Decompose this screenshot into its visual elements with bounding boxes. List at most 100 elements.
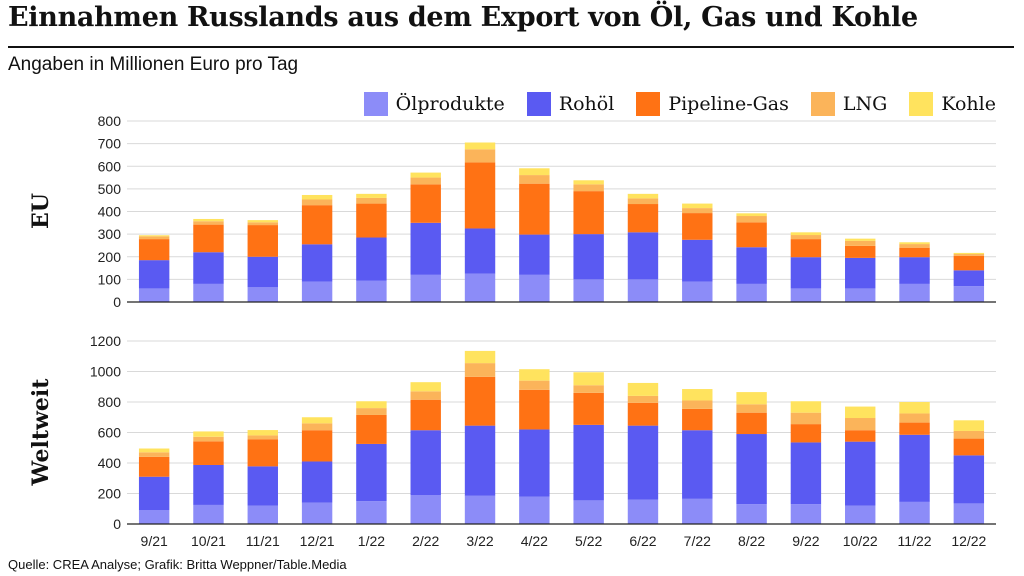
x-tick-label-12: 9/22 — [792, 533, 819, 549]
eu-y-tick-label-2: 200 — [98, 249, 122, 265]
eu-y-tick-label-7: 700 — [98, 136, 122, 152]
eu-bar-pipeline-gas-2 — [247, 225, 278, 257]
weltweit-bar-oelprodukte-5 — [410, 495, 441, 524]
eu-bar-pipeline-gas-4 — [356, 203, 387, 238]
weltweit-bar-pipeline-gas-3 — [301, 430, 333, 462]
weltweit-bar-rohoel-0 — [138, 476, 170, 511]
weltweit-bar-rohoel-4 — [356, 443, 387, 502]
eu-bar-kohle-1 — [193, 218, 224, 222]
legend-item-lng: LNG — [810, 92, 887, 116]
weltweit-bar-oelprodukte-4 — [356, 501, 387, 524]
weltweit-bar-oelprodukte-13 — [845, 505, 876, 524]
eu-bar-pipeline-gas-15 — [953, 255, 985, 271]
x-tick-label-2: 11/21 — [246, 533, 280, 549]
eu-bar-lng-11 — [736, 216, 767, 223]
legend-swatch-pipeline-gas — [636, 92, 661, 116]
weltweit-bar-pipeline-gas-4 — [356, 414, 387, 444]
eu-bar-kohle-14 — [899, 242, 930, 245]
title-rule — [8, 46, 1014, 48]
weltweit-bar-pipeline-gas-2 — [247, 439, 278, 467]
weltweit-bar-kohle-6 — [464, 350, 496, 364]
weltweit-bar-kohle-3 — [301, 417, 333, 424]
eu-panel-label: EU — [28, 193, 54, 229]
eu-bar-oelprodukte-11 — [736, 283, 767, 302]
weltweit-bar-rohoel-14 — [899, 434, 930, 502]
weltweit-bar-oelprodukte-8 — [573, 500, 604, 524]
x-tick-label-9: 6/22 — [629, 533, 656, 549]
weltweit-bar-lng-5 — [410, 391, 441, 400]
weltweit-bar-kohle-8 — [573, 372, 604, 386]
eu-bar-oelprodukte-9 — [627, 279, 659, 302]
eu-bar-oelprodukte-10 — [682, 281, 713, 302]
x-tick-label-0: 9/21 — [141, 533, 168, 549]
eu-bar-lng-8 — [573, 184, 604, 192]
eu-bar-kohle-0 — [138, 235, 170, 237]
weltweit-bar-lng-2 — [247, 435, 278, 440]
weltweit-bar-pipeline-gas-8 — [573, 392, 604, 425]
weltweit-bar-rohoel-12 — [790, 442, 822, 505]
source-note: Quelle: CREA Analyse; Grafik: Britta Wep… — [8, 557, 347, 572]
weltweit-bar-oelprodukte-14 — [899, 501, 930, 524]
weltweit-bar-pipeline-gas-1 — [193, 441, 224, 465]
x-tick-label-11: 8/22 — [738, 533, 765, 549]
eu-bar-oelprodukte-6 — [464, 273, 496, 302]
eu-bar-rohoel-2 — [247, 256, 278, 288]
legend-item-rohoel: Rohöl — [526, 92, 614, 116]
weltweit-bar-lng-4 — [356, 408, 387, 415]
eu-bar-kohle-15 — [953, 252, 985, 255]
weltweit-bar-kohle-15 — [953, 420, 985, 431]
weltweit-bar-lng-7 — [519, 380, 550, 390]
legend-item-oelprodukte: Ölprodukte — [363, 92, 505, 116]
eu-bar-pipeline-gas-7 — [519, 183, 550, 235]
weltweit-y-tick-label-3: 600 — [98, 425, 122, 441]
eu-bar-oelprodukte-14 — [899, 283, 930, 302]
eu-bar-lng-13 — [845, 240, 876, 246]
x-tick-label-13: 10/22 — [843, 533, 878, 549]
weltweit-y-tick-label-2: 400 — [98, 455, 122, 471]
weltweit-y-tick-label-4: 800 — [98, 394, 122, 410]
legend: Ölprodukte Rohöl Pipeline-Gas LNG Kohle — [363, 92, 996, 116]
legend-label-oelprodukte: Ölprodukte — [395, 93, 505, 115]
weltweit-bar-oelprodukte-7 — [519, 496, 550, 524]
weltweit-y-tick-label-6: 1200 — [90, 333, 121, 349]
weltweit-bar-kohle-2 — [247, 430, 278, 436]
eu-y-tick-label-5: 500 — [98, 181, 122, 197]
eu-bar-kohle-13 — [845, 238, 876, 241]
eu-bar-oelprodukte-3 — [301, 281, 333, 302]
x-tick-label-5: 2/22 — [412, 533, 439, 549]
weltweit-bar-pipeline-gas-0 — [138, 456, 170, 477]
eu-bar-pipeline-gas-6 — [464, 162, 496, 229]
weltweit-bar-kohle-11 — [736, 392, 767, 405]
eu-bar-lng-2 — [247, 222, 278, 226]
weltweit-bar-rohoel-1 — [193, 464, 224, 505]
x-tick-label-1: 10/21 — [191, 533, 226, 549]
weltweit-bar-lng-8 — [573, 385, 604, 393]
chart-subtitle: Angaben in Millionen Euro pro Tag — [8, 54, 299, 75]
eu-bar-rohoel-1 — [193, 252, 224, 284]
eu-bar-kohle-5 — [410, 172, 441, 178]
weltweit-bar-oelprodukte-0 — [138, 510, 170, 524]
eu-bar-pipeline-gas-10 — [682, 213, 713, 240]
weltweit-bar-pipeline-gas-12 — [790, 424, 822, 443]
eu-y-tick-label-4: 400 — [98, 204, 122, 220]
weltweit-bar-rohoel-5 — [410, 430, 441, 496]
eu-bar-lng-6 — [464, 149, 496, 163]
eu-bar-rohoel-9 — [627, 232, 659, 280]
eu-bar-pipeline-gas-14 — [899, 247, 930, 258]
weltweit-bar-kohle-0 — [138, 448, 170, 453]
eu-bar-lng-12 — [790, 235, 822, 240]
weltweit-bar-lng-14 — [899, 413, 930, 423]
eu-bar-oelprodukte-15 — [953, 286, 985, 302]
weltweit-bar-pipeline-gas-5 — [410, 399, 441, 431]
weltweit-bar-pipeline-gas-10 — [682, 408, 713, 431]
legend-label-kohle: Kohle — [941, 93, 996, 115]
eu-y-tick-label-8: 800 — [98, 113, 122, 129]
eu-bar-pipeline-gas-9 — [627, 204, 659, 233]
eu-bar-pipeline-gas-3 — [301, 205, 333, 245]
x-tick-label-10: 7/22 — [684, 533, 711, 549]
eu-bar-lng-4 — [356, 197, 387, 204]
weltweit-y-tick-label-5: 1000 — [90, 364, 121, 380]
eu-bar-kohle-9 — [627, 193, 659, 199]
eu-y-tick-label-3: 300 — [98, 226, 122, 242]
